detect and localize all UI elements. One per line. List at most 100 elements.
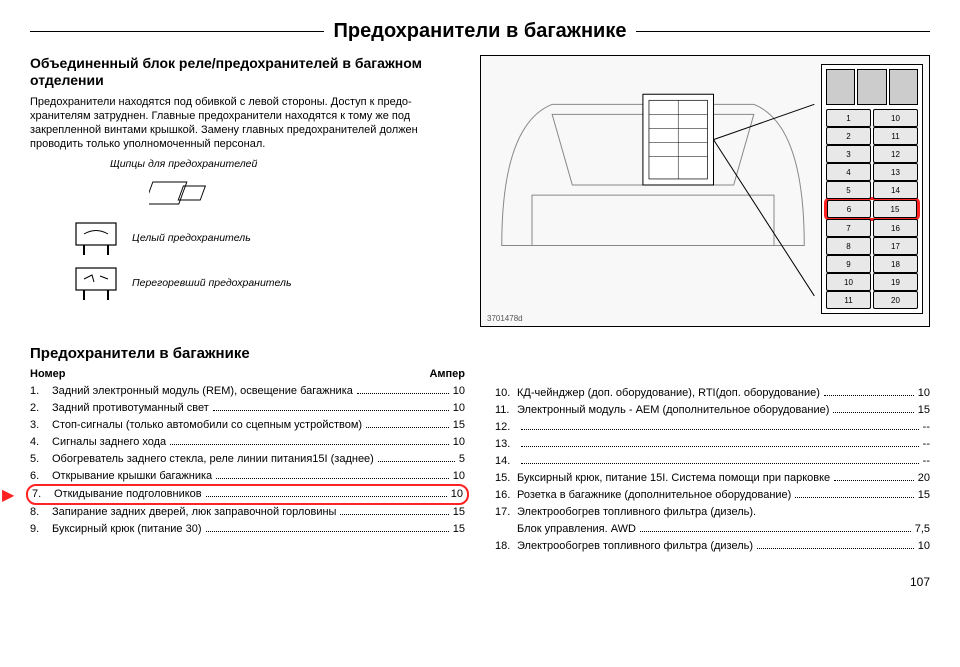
blown-fuse-label: Перегоревший предохранитель [132,277,291,289]
intro-text: Предохранители находятся под обивкой с л… [30,95,460,152]
fuse-table-left: Номер Ампер 1.Задний электронный модуль … [30,368,465,555]
fuse-num: 12. [495,419,517,436]
col-head-amp: Ампер [429,368,465,380]
fuse-slot: 1 [826,109,871,127]
fuse-entry: 6.Открывание крышки багажника 10 [30,468,465,485]
fuse-amp: 10 [453,400,465,417]
fuse-amp: 20 [918,470,930,487]
fuse-desc: КД-чейнджер (доп. оборудование), RTI(доп… [517,385,820,402]
fuse-amp: 10 [918,385,930,402]
section-subtitle: Объединенный блок реле/предохранителей в… [30,55,460,89]
trunk-diagram: 11021131241351461571681791810191120 3701… [480,55,930,327]
tweezers-label: Щипцы для предохранителей [110,158,257,170]
fuse-amp: 5 [459,451,465,468]
fuse-entry: 7.Откидывание подголовников 10 [32,486,463,503]
trunk-sketch [487,64,819,306]
fuse-num: 11. [495,402,517,419]
fuse-amp: -- [923,419,930,436]
fuse-slot: 12 [873,145,918,163]
fuse-entry: 3.Стоп-сигналы (только автомобили со сце… [30,417,465,434]
intact-fuse-label: Целый предохранитель [132,232,251,244]
fuse-amp: 10 [918,538,930,555]
fuse-num: 13. [495,436,517,453]
fuse-slot: 6 [827,200,871,218]
fuse-header-block [826,69,855,105]
fuse-entry: 10.КД-чейнджер (доп. оборудование), RTI(… [495,385,930,402]
fuse-slot: 9 [826,255,871,273]
fuse-entry: 15.Буксирный крюк, питание 15I. Система … [495,470,930,487]
fuse-amp: 15 [453,521,465,538]
fuse-slot: 4 [826,163,871,181]
fuse-entry-highlight: ▶7.Откидывание подголовников10 [26,484,469,505]
fuse-amp: 15 [453,504,465,521]
fuse-table-right: 10.КД-чейнджер (доп. оборудование), RTI(… [495,368,930,555]
page-title-wrap: Предохранители в багажнике [30,20,930,43]
fuse-amp: 7,5 [915,521,930,538]
fuse-header-block [889,69,918,105]
fuse-slot: 16 [873,219,918,237]
fuse-amp: -- [923,453,930,470]
fuse-desc: Сигналы заднего хода [52,434,166,451]
fuse-num: 7. [32,486,54,503]
fuse-amp: 10 [453,468,465,485]
fuse-slot: 18 [873,255,918,273]
fuse-num: 3. [30,417,52,434]
diagram-caption: 3701478d [487,314,523,323]
fuse-num: 16. [495,487,517,504]
col-head-number: Номер [30,368,58,380]
fuse-entry: 11.Электронный модуль - AEM (дополнитель… [495,402,930,419]
fuse-num: 2. [30,400,52,417]
fuse-entry: 16.Розетка в багажнике (дополнительное о… [495,487,930,504]
fuse-slot: 8 [826,237,871,255]
fuse-desc: Задний электронный модуль (REM), освещен… [52,383,353,400]
fuse-slot: 14 [873,181,918,199]
fuse-illustration-block: Щипцы для предохранителей [30,158,460,305]
fuse-panel-enlarged: 11021131241351461571681791810191120 [821,64,923,314]
fuse-entry: 13. -- [495,436,930,453]
fuse-num: 18. [495,538,517,555]
fuse-desc: Обогреватель заднего стекла, реле линии … [52,451,374,468]
fuse-slot: 3 [826,145,871,163]
fuse-slot: 7 [826,219,871,237]
fuse-entry: 17.Электрообогрев топливного фильтра (ди… [495,504,930,521]
fuse-desc: Электронный модуль - AEM (дополнительное… [517,402,829,419]
fuse-slot: 20 [873,291,918,309]
fuse-desc: Откидывание подголовников [54,486,202,503]
fuse-num: 5. [30,451,52,468]
fuse-slot: 19 [873,273,918,291]
fuse-slot: 5 [826,181,871,199]
fuse-desc: Розетка в багажнике (дополнительное обор… [517,487,791,504]
fuse-num: 8. [30,504,52,521]
fuse-num: 14. [495,453,517,470]
fuse-desc: Открывание крышки багажника [52,468,212,485]
fuse-num: 6. [30,468,52,485]
fuse-amp: -- [923,436,930,453]
table-title: Предохранители в багажнике [30,345,930,362]
fuse-slot: 10 [873,109,918,127]
blown-fuse-icon [70,262,126,305]
fuse-amp: 10 [453,434,465,451]
title-rule-left [30,31,324,32]
fuse-entry: 9.Буксирный крюк (питание 30) 15 [30,521,465,538]
fuse-entry: 5.Обогреватель заднего стекла, реле лини… [30,451,465,468]
fuse-amp: 10 [451,486,463,503]
fuse-slot: 13 [873,163,918,181]
fuse-num: 9. [30,521,52,538]
title-rule-right [636,31,930,32]
fuse-amp: 10 [453,383,465,400]
fuse-num: 1. [30,383,52,400]
fuse-slot: 2 [826,127,871,145]
fuse-entry-sub: Блок управления. AWD 7,5 [495,521,930,538]
fuse-entry: 14. -- [495,453,930,470]
fuse-desc: Буксирный крюк, питание 15I. Система пом… [517,470,830,487]
fuse-slot: 11 [826,291,871,309]
fuse-header-block [857,69,886,105]
fuse-desc: Электрообогрев топливного фильтра (дизел… [517,538,753,555]
fuse-amp: 15 [453,417,465,434]
fuse-num: 4. [30,434,52,451]
page-number: 107 [30,575,930,589]
fuse-desc-sub: Блок управления. AWD [517,521,636,538]
fuse-desc: Буксирный крюк (питание 30) [52,521,202,538]
fuse-entry: 1.Задний электронный модуль (REM), освещ… [30,383,465,400]
fuse-desc: Задний противотуманный свет [52,400,209,417]
